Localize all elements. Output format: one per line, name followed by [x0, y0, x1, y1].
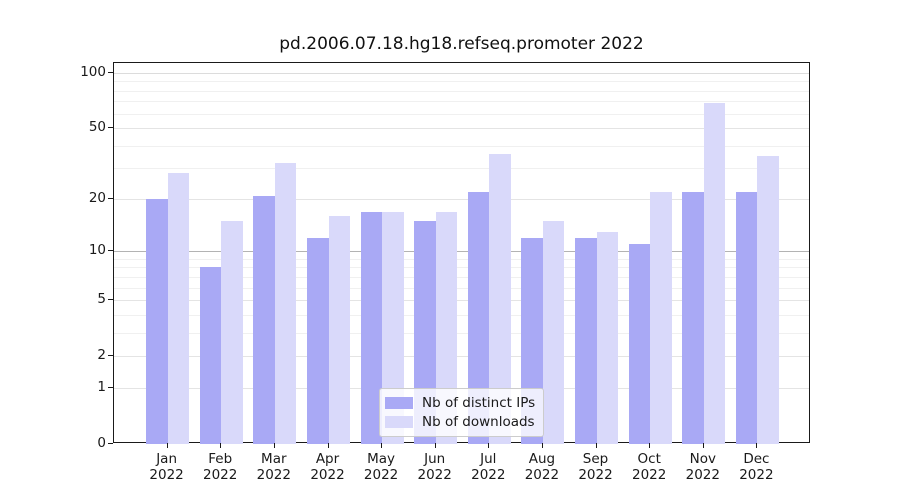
minor-gridline: [114, 167, 809, 169]
x-tick-label: Mar 2022: [256, 451, 291, 483]
x-tick-label: Oct 2022: [632, 451, 667, 483]
y-tick: [108, 198, 113, 200]
y-tick-label: 10: [88, 242, 106, 259]
bar-downloads-dec: [757, 155, 779, 444]
plot-area: [113, 62, 810, 444]
bar-distinct-ips-jul: [467, 191, 490, 444]
chart-title: pd.2006.07.18.hg18.refseq.promoter 2022: [279, 34, 644, 54]
x-tick-label: Feb 2022: [203, 451, 238, 483]
legend-swatch-downloads: [385, 415, 413, 428]
y-tick-label: 100: [80, 64, 106, 80]
y-tick: [108, 443, 113, 444]
x-tick-label: Aug 2022: [524, 451, 560, 483]
bar-distinct-ips-feb: [199, 267, 222, 444]
bar-downloads-jul: [489, 153, 511, 444]
x-tick-label: Jan 2022: [149, 451, 184, 483]
y-tick: [108, 299, 113, 300]
x-tick-label: Jun 2022: [417, 451, 452, 483]
minor-gridline: [114, 314, 809, 316]
x-tick: [756, 443, 758, 448]
x-tick: [488, 443, 490, 448]
x-tick: [273, 443, 275, 448]
bar-downloads-nov: [703, 102, 726, 444]
legend-label-distinct-ips: Nb of distinct IPs: [422, 395, 536, 412]
major-gridline: [114, 251, 809, 253]
minor-gridline: [114, 267, 809, 269]
minor-gridline: [114, 81, 809, 83]
legend-item-downloads: Nb of downloads: [385, 413, 535, 432]
bar-downloads-mar: [274, 162, 297, 444]
minor-gridline: [114, 101, 809, 103]
bar-downloads-jan: [167, 173, 190, 444]
bar-downloads-jun: [435, 211, 458, 444]
bar-distinct-ips-dec: [735, 191, 758, 444]
minor-gridline: [114, 276, 809, 278]
x-tick-label: Nov 2022: [685, 451, 720, 483]
bar-downloads-aug: [542, 221, 565, 444]
x-tick: [434, 443, 436, 448]
minor-gridline: [114, 90, 809, 92]
bar-downloads-may: [382, 211, 404, 444]
y-tick-label: 50: [88, 118, 106, 135]
y-tick-label: 2: [97, 346, 106, 363]
y-tick: [108, 387, 113, 389]
x-tick: [702, 443, 704, 448]
x-tick-label: Apr 2022: [310, 451, 345, 483]
y-tick: [108, 126, 113, 128]
minor-gridline: [114, 287, 809, 289]
x-tick-label: Sep 2022: [578, 451, 613, 483]
x-tick-label: Jul 2022: [471, 451, 506, 483]
minor-gridline: [114, 113, 809, 115]
bar-downloads-apr: [328, 216, 350, 444]
x-tick: [649, 443, 651, 448]
bar-distinct-ips-oct: [628, 244, 651, 444]
x-tick: [327, 443, 329, 448]
major-gridline: [114, 300, 809, 301]
bar-distinct-ips-mar: [253, 195, 275, 444]
y-tick-label: 20: [88, 190, 106, 207]
major-gridline: [114, 199, 809, 201]
x-tick: [381, 443, 383, 448]
x-tick-label: Dec 2022: [739, 451, 774, 483]
x-tick: [595, 443, 597, 448]
bar-downloads-feb: [221, 221, 243, 444]
bar-distinct-ips-may: [360, 211, 383, 444]
bar-distinct-ips-apr: [307, 237, 329, 444]
y-tick-label: 1: [97, 379, 106, 396]
minor-gridline: [114, 145, 809, 147]
bar-downloads-oct: [650, 191, 672, 444]
x-tick: [541, 443, 543, 448]
legend: Nb of distinct IPs Nb of downloads: [379, 388, 544, 437]
major-gridline: [114, 73, 809, 74]
x-tick: [166, 443, 168, 448]
y-tick: [108, 72, 113, 73]
bar-distinct-ips-nov: [682, 191, 704, 444]
legend-swatch-distinct-ips: [385, 397, 413, 410]
major-gridline: [114, 127, 809, 129]
y-tick-label: 0: [97, 435, 106, 451]
legend-item-distinct-ips: Nb of distinct IPs: [385, 394, 535, 413]
x-tick-label: May 2022: [363, 451, 399, 483]
y-tick-label: 5: [97, 291, 106, 307]
legend-label-downloads: Nb of downloads: [422, 413, 535, 430]
x-tick: [220, 443, 222, 448]
major-gridline: [114, 355, 809, 357]
y-tick: [108, 250, 113, 252]
bar-distinct-ips-jan: [146, 199, 168, 444]
y-tick: [108, 354, 113, 356]
bar-distinct-ips-sep: [575, 237, 597, 444]
minor-gridline: [114, 258, 809, 260]
minor-gridline: [114, 332, 809, 334]
bar-downloads-sep: [596, 231, 618, 444]
